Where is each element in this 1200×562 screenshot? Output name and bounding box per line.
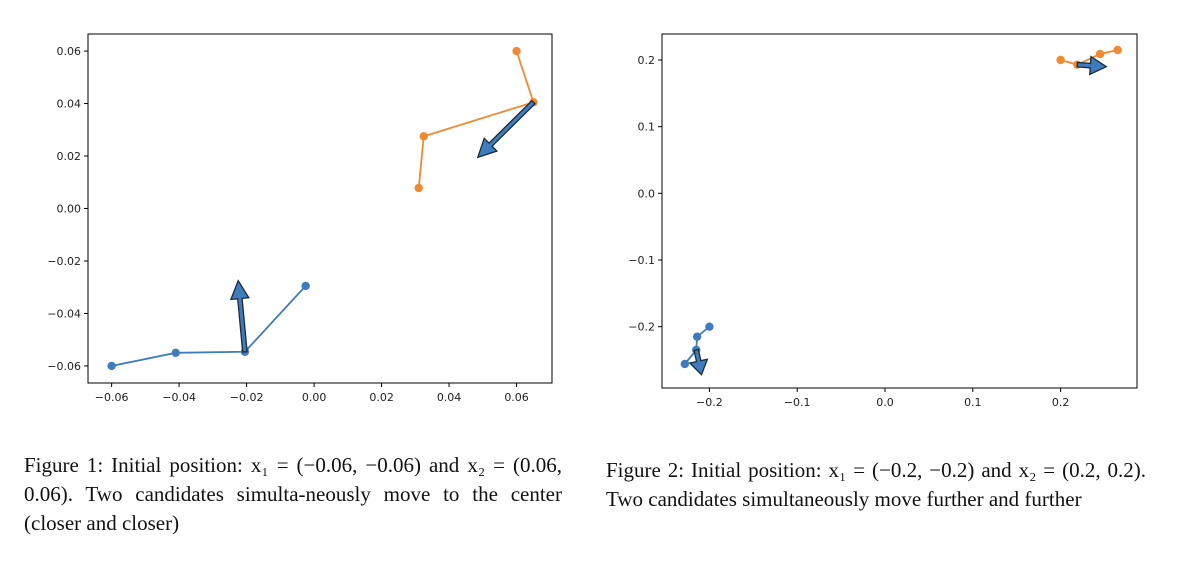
- x-tick-label: 0.00: [302, 391, 327, 404]
- figures-canvas: −0.06 −0.04 −0.02 0.00 0.02 0.04 0.06 −0.06 −0.0…: [47, 33, 1138, 409]
- y-tick-label: 0.00: [57, 203, 82, 216]
- plot-frame: [661, 33, 1138, 389]
- y-tick-label: −0.04: [47, 307, 81, 320]
- series-line-1: [684, 325, 710, 365]
- x-tick-label: 0.2: [1052, 396, 1070, 409]
- x-tick-label: −0.02: [230, 391, 264, 404]
- y-tick-label: 0.2: [638, 54, 656, 67]
- arrow-1: [229, 279, 250, 353]
- y-tick-label: 0.02: [57, 150, 82, 163]
- series-line-2: [417, 50, 535, 189]
- series-point-2: [512, 46, 521, 56]
- x-tick-label: 0.06: [504, 391, 529, 404]
- x-tick-label: −0.2: [696, 396, 723, 409]
- series-point-1: [171, 348, 180, 358]
- y-tick-label: 0.0: [638, 187, 656, 200]
- series-point-2: [414, 183, 423, 193]
- y-tick-label: −0.06: [47, 360, 81, 373]
- chart-1: −0.06 −0.04 −0.02 0.00 0.02 0.04 0.06 −0.06 −0.0…: [47, 33, 553, 404]
- figure-2-caption: Figure 2: Initial position: x₁ = (−0.2, …: [606, 458, 1146, 511]
- x-tick-label: 0.0: [876, 396, 894, 409]
- series-line-1: [111, 285, 307, 367]
- y-tick-label: −0.2: [628, 321, 655, 334]
- series-point-1: [705, 322, 714, 331]
- chart-2: −0.2 −0.1 0.0 0.1 0.2 −0.2 −0.1 0.0 0.1 0.2: [628, 33, 1138, 409]
- series-point-1: [107, 361, 116, 371]
- series-point-1: [692, 332, 702, 341]
- x-tick-label: −0.04: [162, 391, 196, 404]
- y-tick-label: −0.02: [47, 255, 81, 268]
- x-tick-label: 0.02: [369, 391, 394, 404]
- plot-frame: [87, 33, 553, 384]
- x-tick-label: 0.1: [964, 396, 982, 409]
- series-line-2: [1060, 49, 1118, 66]
- series-point-1: [301, 281, 310, 291]
- series-point-2: [419, 132, 428, 141]
- x-tick-label: −0.1: [784, 396, 811, 409]
- y-tick-label: 0.06: [57, 45, 82, 58]
- y-tick-label: −0.1: [628, 254, 655, 267]
- arrow-2: [1076, 55, 1108, 76]
- x-tick-label: −0.06: [95, 391, 129, 404]
- arrow-2: [476, 99, 536, 159]
- series-point-1: [680, 359, 690, 369]
- figure-1-caption: Figure 1: Initial position: x₁ = (−0.06,…: [24, 453, 562, 535]
- x-tick-label: 0.04: [437, 391, 462, 404]
- y-tick-label: 0.04: [57, 98, 82, 111]
- series-point-2: [1113, 45, 1122, 55]
- arrow-1: [688, 348, 709, 376]
- series-point-2: [1095, 49, 1105, 59]
- series-point-2: [1056, 55, 1065, 65]
- y-tick-label: 0.1: [638, 121, 656, 134]
